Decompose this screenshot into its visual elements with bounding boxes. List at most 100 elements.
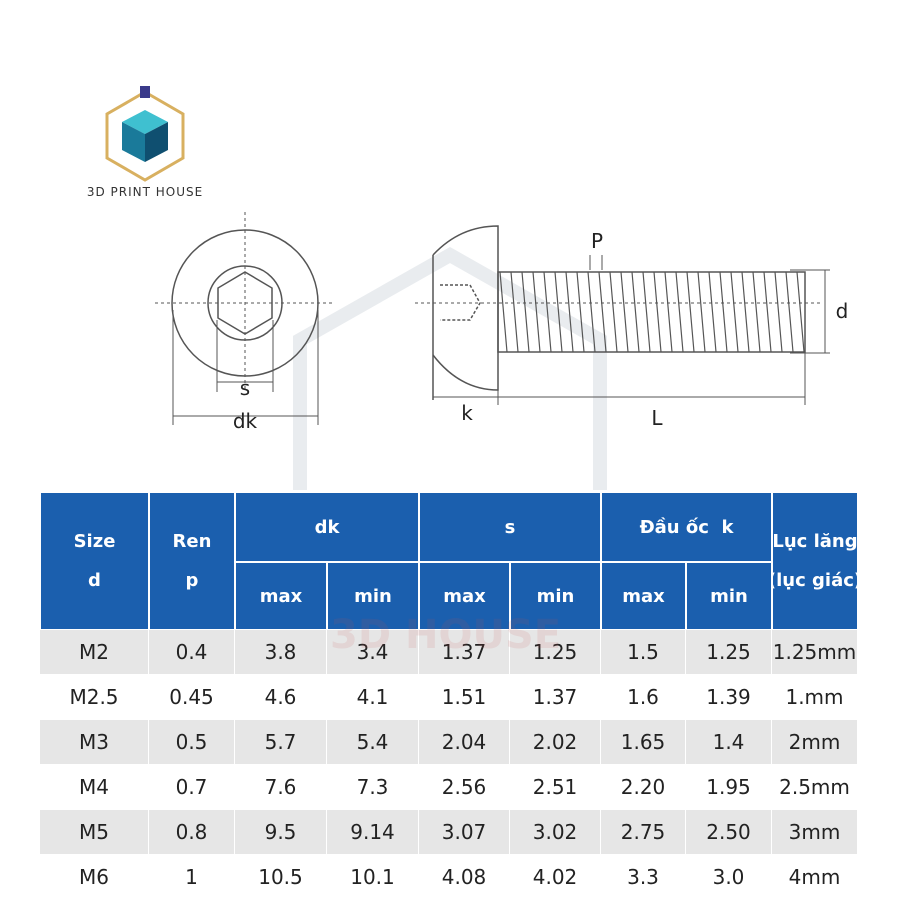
cell-text: 5.4: [356, 730, 389, 754]
thread-line: [796, 271, 805, 353]
table-cell: 7.6: [235, 765, 327, 810]
cell-text: 1.6: [627, 685, 659, 709]
header-cell: max: [419, 562, 510, 630]
table-cell: 2.50: [686, 810, 772, 855]
header-cell: min: [510, 562, 601, 630]
table-cell: 3.4: [327, 630, 419, 675]
table-cell: 2.02: [510, 720, 601, 765]
cell-text: min: [354, 585, 392, 607]
thread-line: [686, 271, 695, 353]
thread-line: [631, 271, 640, 353]
table-cell: 1.25mm: [772, 630, 858, 675]
header-cell: s: [419, 492, 601, 562]
header-cell: Lục lăng (lục giác): [772, 492, 858, 630]
thread-line: [521, 271, 530, 353]
table-cell: 9.14: [327, 810, 419, 855]
thread-line: [499, 271, 508, 353]
cell-text: 0.5: [175, 730, 208, 754]
header-cell: Ren p: [149, 492, 235, 630]
table-cell: 9.5: [235, 810, 327, 855]
cell-text: 3.8: [264, 640, 297, 664]
cell-text: 10.1: [350, 865, 395, 889]
cell-text: 2.04: [441, 730, 487, 754]
cell-text: M6: [79, 865, 109, 889]
label-p: P: [591, 229, 603, 253]
table-cell: 1.37: [419, 630, 510, 675]
cell-text: 0.45: [169, 685, 214, 709]
cell-text: 2.56: [441, 775, 487, 799]
cell-text: 1.mm: [785, 685, 844, 709]
cell-text: 4.08: [441, 865, 487, 889]
cell-text: 0.4: [175, 640, 208, 664]
table-cell: M6: [40, 855, 149, 900]
logo-text: 3D PRINT HOUSE: [87, 185, 203, 199]
table-cell: 1.25: [510, 630, 601, 675]
cell-text: 3.4: [356, 640, 389, 664]
thread-line: [752, 271, 761, 353]
cell-text: 1.65: [620, 730, 666, 754]
cell-text: 3.3: [627, 865, 659, 889]
table-cell: 4.6: [235, 675, 327, 720]
cell-text: 0.8: [175, 820, 208, 844]
table-cell: 0.4: [149, 630, 235, 675]
cell-text: M2: [79, 640, 109, 664]
table-cell: 2.5mm: [772, 765, 858, 810]
cell-text: 2.5mm: [779, 775, 850, 799]
header-cell: max: [601, 562, 686, 630]
label-d: d: [836, 299, 849, 323]
header-cell: min: [327, 562, 419, 630]
thread-line: [741, 271, 750, 353]
header-cell: dk: [235, 492, 419, 562]
cell-text: 9.5: [264, 820, 297, 844]
thread-line: [653, 271, 662, 353]
table-cell: 4mm: [772, 855, 858, 900]
thread-line: [565, 271, 574, 353]
table-cell: 0.5: [149, 720, 235, 765]
cell-text: max: [443, 585, 486, 607]
thread-line: [708, 271, 717, 353]
header-cell: max: [235, 562, 327, 630]
cell-text: 4.1: [356, 685, 389, 709]
table-cell: 1.mm: [772, 675, 858, 720]
cell-text: 4.6: [264, 685, 297, 709]
thread-line: [543, 271, 552, 353]
table-cell: 4.08: [419, 855, 510, 900]
cell-text: M2.5: [69, 685, 119, 709]
table-cell: M2: [40, 630, 149, 675]
label-l: L: [651, 406, 663, 430]
cell-text: 1.4: [712, 730, 745, 754]
cell-text: 1.39: [706, 685, 751, 709]
thread-line: [620, 271, 629, 353]
thread-line: [532, 271, 541, 353]
cell-text: 3.0: [712, 865, 745, 889]
cell-text: min: [536, 585, 575, 607]
header-cell: Đầu ốc k: [601, 492, 772, 562]
label-s: s: [240, 376, 250, 400]
cell-text: 1.5: [627, 640, 659, 664]
cell-text: 1.51: [441, 685, 487, 709]
thread-line: [719, 271, 728, 353]
table-cell: 3mm: [772, 810, 858, 855]
thread-line: [576, 271, 585, 353]
table-cell: 2.04: [419, 720, 510, 765]
table-cell: 0.45: [149, 675, 235, 720]
thread-line: [774, 271, 783, 353]
cell-text: 2.50: [706, 820, 751, 844]
table-cell: 7.3: [327, 765, 419, 810]
table-cell: M5: [40, 810, 149, 855]
table-cell: 1.4: [686, 720, 772, 765]
table-cell: 1.95: [686, 765, 772, 810]
table-cell: 0.7: [149, 765, 235, 810]
thread-line: [763, 271, 772, 353]
side-view: [415, 225, 830, 405]
table-cell: 1.6: [601, 675, 686, 720]
table-cell: 2.56: [419, 765, 510, 810]
table-cell: 1: [149, 855, 235, 900]
thread-line: [554, 271, 563, 353]
cell-text: 5.7: [264, 730, 297, 754]
thread-line: [642, 271, 651, 353]
cell-text: p: [185, 570, 199, 591]
cell-text: 3mm: [788, 820, 841, 844]
watermark-house: [293, 246, 607, 490]
thread-line: [609, 271, 618, 353]
